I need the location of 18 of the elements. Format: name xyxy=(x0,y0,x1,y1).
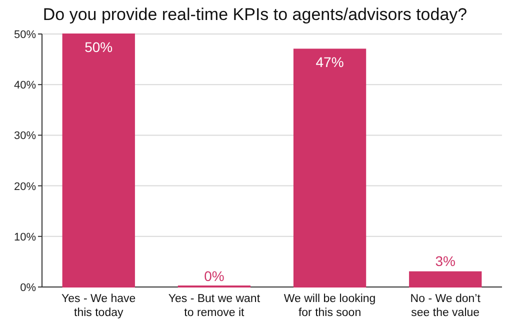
y-tick-label: 20% xyxy=(14,180,36,193)
data-label: 47% xyxy=(316,54,344,70)
y-tick-label: 50% xyxy=(14,29,36,41)
y-tick-label: 40% xyxy=(14,80,36,92)
y-tick-label: 10% xyxy=(14,231,36,244)
y-tick-label: 0% xyxy=(20,282,36,294)
x-tick-label: We will be looking for this soon xyxy=(284,293,376,319)
data-label: 3% xyxy=(435,252,456,269)
data-label: 50% xyxy=(84,39,113,55)
x-tick-label: Yes - But we want to remove it xyxy=(168,293,261,319)
x-tick-label: No - We don’t see the value xyxy=(410,293,482,319)
data-label: 0% xyxy=(204,268,224,284)
bar xyxy=(62,34,135,288)
bar xyxy=(409,271,482,288)
chart-title: Do you provide real-time KPIs to agents/advisors today? xyxy=(42,5,468,24)
x-tick-label: Yes - We have this today xyxy=(62,293,136,319)
bar xyxy=(293,48,366,288)
y-tick-label: 30% xyxy=(14,130,36,142)
